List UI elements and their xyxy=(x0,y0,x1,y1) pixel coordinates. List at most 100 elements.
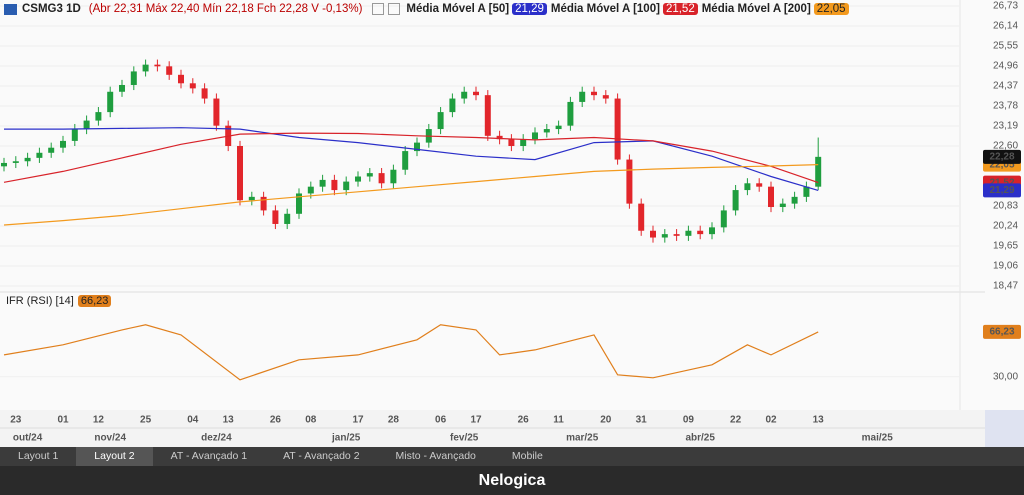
candle-body xyxy=(390,169,397,184)
candle-body xyxy=(378,173,385,184)
x-tick-label: 26 xyxy=(518,415,530,426)
candle-body xyxy=(189,83,196,89)
candle-body xyxy=(579,91,586,102)
candle-body xyxy=(366,173,373,177)
month-label: dez/24 xyxy=(201,433,232,444)
candle-body xyxy=(473,91,479,96)
candle-body xyxy=(720,210,727,228)
price-tag xyxy=(983,324,1021,339)
ma-tag: 21,52 xyxy=(662,3,698,15)
candle-body xyxy=(779,203,786,208)
candle-body xyxy=(1,162,7,167)
x-tick-label: 17 xyxy=(352,415,364,426)
candle-body xyxy=(154,64,161,67)
ma-tag: 22,05 xyxy=(813,3,849,15)
candle-body xyxy=(343,181,350,191)
x-tick-label: 04 xyxy=(187,415,199,426)
rsi-line xyxy=(3,324,819,381)
x-tick-label: 13 xyxy=(223,415,235,426)
x-tick-label: 22 xyxy=(730,415,742,426)
rsi-tag: 66,23 xyxy=(77,295,112,307)
y-tick-label: 24,37 xyxy=(993,81,1018,92)
candle-body xyxy=(626,159,633,204)
candle-body xyxy=(12,161,19,163)
quote: (Abr 22,31 Máx 22,40 Mín 22,18 Fch 22,28… xyxy=(88,3,363,15)
candle-body xyxy=(791,196,798,204)
header: CSMG3 1D (Abr 22,31 Máx 22,40 Mín 22,18 … xyxy=(0,0,853,18)
candle-body xyxy=(520,139,527,146)
x-tick-label: 20 xyxy=(600,415,612,426)
x-tick-label: 28 xyxy=(388,415,400,426)
rsi-header: IFR (RSI) [14] 66,23 xyxy=(6,295,112,307)
candle-body xyxy=(650,230,656,238)
month-label: mar/25 xyxy=(566,433,599,444)
candle-body xyxy=(284,213,291,224)
month-label: nov/24 xyxy=(94,433,126,444)
price-tag-label: 21,29 xyxy=(989,185,1014,196)
background xyxy=(0,0,1024,447)
candle-body xyxy=(661,234,668,238)
candle-body xyxy=(331,179,338,191)
footer: Nelogica xyxy=(0,466,1024,495)
candle-body xyxy=(567,101,574,126)
candle-body xyxy=(402,151,409,170)
tab[interactable]: Misto - Avançado xyxy=(395,450,476,462)
candle-body xyxy=(461,91,468,99)
month-label: abr/25 xyxy=(685,433,715,444)
tab[interactable]: AT - Avançado 1 xyxy=(170,450,248,462)
x-tick-label: 25 xyxy=(140,415,152,426)
y-tick-label: 26,14 xyxy=(993,21,1018,32)
candle-body xyxy=(248,196,255,201)
candle-body xyxy=(614,98,621,160)
y-tick-label: 23,78 xyxy=(993,101,1018,112)
x-tick-label: 26 xyxy=(270,415,282,426)
y-tick-label: 22,60 xyxy=(993,141,1018,152)
chart: 26,73 26,14 25,55 24,96 24,37 23,78 23,19 22,60… xyxy=(0,0,1024,447)
x-tick-label: 02 xyxy=(765,415,777,426)
candle-body xyxy=(213,98,220,126)
candle-body xyxy=(697,230,704,235)
symbol: CSMG3 1D xyxy=(22,3,81,15)
corner xyxy=(985,410,1024,447)
candle-body xyxy=(142,64,149,72)
candle-body xyxy=(60,140,66,148)
tab[interactable]: Mobile xyxy=(511,450,543,462)
x-tick-label: 11 xyxy=(553,415,564,426)
y-tick-label: 20,24 xyxy=(993,221,1018,232)
collapse-button[interactable] xyxy=(372,3,385,15)
price-tag xyxy=(983,183,1021,198)
candle-body xyxy=(638,203,645,231)
candle-body xyxy=(36,152,43,158)
candle-body xyxy=(83,120,90,130)
candle-body xyxy=(296,193,302,214)
candle-body xyxy=(237,146,243,201)
month-label: jan/25 xyxy=(331,433,361,444)
ma-name: Média Móvel A [100] xyxy=(550,3,660,15)
rsi-name: IFR (RSI) [14] xyxy=(6,295,74,307)
candle-body xyxy=(732,190,739,211)
add-button[interactable] xyxy=(388,3,401,15)
candle-body xyxy=(95,112,102,121)
candle-body xyxy=(768,186,774,208)
candle-body xyxy=(48,147,55,153)
price-tag xyxy=(983,149,1021,164)
x-tick-label: 09 xyxy=(683,415,695,426)
y-tick-label: 25,55 xyxy=(993,41,1018,52)
tab-bar: Layout 1 Layout 2 AT - Avançado 1 AT - Avan… xyxy=(0,447,1024,466)
icon xyxy=(4,3,17,15)
candle-body xyxy=(555,125,562,130)
candle-body xyxy=(744,183,751,191)
tab[interactable]: Layout 1 xyxy=(18,450,59,462)
price-tag-label: 22,05 xyxy=(989,159,1014,170)
candle-body xyxy=(414,142,420,152)
ma-tag: 21,29 xyxy=(512,3,547,15)
y-tick-label: 19,65 xyxy=(993,241,1018,252)
y-tick-label: 26,73 xyxy=(993,1,1018,12)
candle-body xyxy=(496,135,503,140)
tab[interactable]: Layout 2 xyxy=(76,447,153,466)
candle-body xyxy=(437,112,444,130)
moving-average xyxy=(3,132,819,184)
tab[interactable]: AT - Avançado 2 xyxy=(283,450,360,462)
candle-body xyxy=(685,230,692,236)
